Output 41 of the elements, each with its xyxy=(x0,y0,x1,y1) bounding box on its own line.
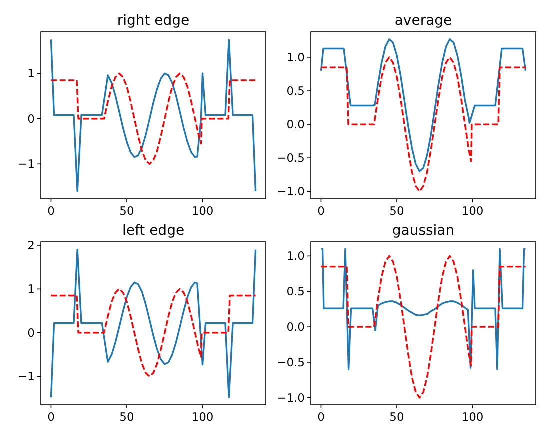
y-tick-label: 0.5 xyxy=(286,284,305,299)
x-tick-label: 100 xyxy=(192,410,214,424)
y-tick-label: 0.5 xyxy=(286,84,305,98)
y-tick-label: −0.5 xyxy=(277,151,305,166)
line-series xyxy=(50,288,257,378)
line-series xyxy=(320,255,527,399)
y-tick-label: 1.0 xyxy=(286,249,305,264)
x-tick-label: 50 xyxy=(390,410,404,424)
chart-title: average xyxy=(394,13,452,29)
y-tick-label: 0 xyxy=(28,326,35,340)
x-tick-label: 50 xyxy=(120,410,134,424)
line-series xyxy=(320,38,527,172)
x-tick-label: 0 xyxy=(48,204,55,218)
y-tick-label: −1 xyxy=(18,157,35,172)
y-tick-label: −0.5 xyxy=(277,356,305,370)
x-tick-label: 50 xyxy=(390,204,404,218)
line-series xyxy=(50,249,257,398)
x-tick-label: 50 xyxy=(120,204,134,218)
y-tick-label: −1 xyxy=(18,370,35,384)
x-tick-label: 0 xyxy=(318,204,325,218)
y-tick-label: 1 xyxy=(28,282,35,296)
y-tick-label: 0 xyxy=(28,112,35,126)
line-series xyxy=(320,248,527,370)
chart-title: left edge xyxy=(122,223,185,239)
chart-title: gaussian xyxy=(392,223,455,239)
chart-title: right edge xyxy=(117,13,190,29)
x-tick-label: 100 xyxy=(462,410,484,424)
y-tick-label: 1.0 xyxy=(286,50,305,65)
line-series xyxy=(50,72,257,165)
y-tick-label: 0.0 xyxy=(286,320,305,334)
line-series xyxy=(320,56,527,192)
y-tick-label: −1.0 xyxy=(277,390,305,405)
line-series xyxy=(50,38,257,192)
x-tick-label: 100 xyxy=(192,204,214,218)
x-tick-label: 0 xyxy=(48,410,55,424)
y-tick-label: 0.0 xyxy=(286,118,305,132)
x-tick-label: 100 xyxy=(462,204,484,218)
y-tick-label: −1.0 xyxy=(277,184,305,199)
y-tick-label: 1 xyxy=(28,66,35,81)
x-tick-label: 0 xyxy=(318,410,325,424)
y-tick-label: 2 xyxy=(28,238,35,253)
